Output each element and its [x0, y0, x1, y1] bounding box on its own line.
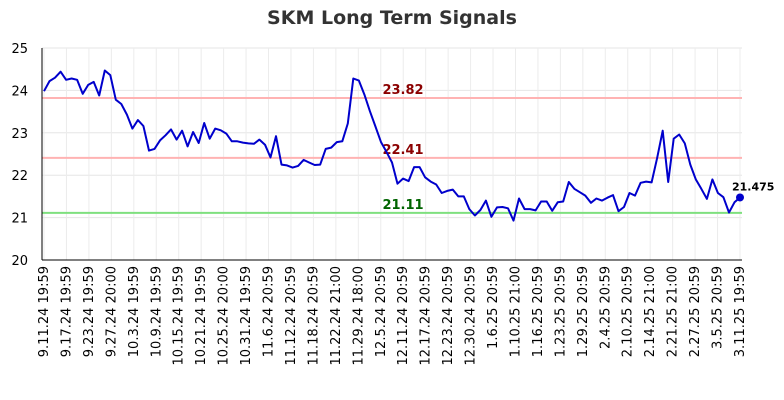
x-tick-label: 11.6.24 20:59 — [262, 266, 277, 357]
y-tick-labels: 20 21 22 23 24 25 — [11, 42, 28, 269]
y-tick-label: 24 — [11, 84, 28, 99]
x-tick-label: 10.9.24 19:59 — [149, 266, 164, 357]
x-tick-label: 1.6.25 20:59 — [486, 266, 501, 349]
last-value-point — [736, 193, 744, 202]
y-tick-label: 22 — [11, 169, 28, 184]
x-tick-label: 10.3.24 19:59 — [127, 266, 142, 357]
y-tick-label: 23 — [11, 127, 28, 142]
x-tick-label: 12.11.24 20:59 — [396, 266, 411, 366]
x-tick-labels: 9.11.24 19:59 9.17.24 19:59 9.23.24 19:59 9… — [37, 266, 748, 366]
last-value-label: 21.475 — [732, 180, 774, 193]
x-tick-label: 10.21.24 19:59 — [194, 266, 209, 366]
x-tick-label: 10.25.24 20:00 — [217, 266, 232, 366]
x-tick-label: 11.22.24 21:00 — [329, 266, 344, 366]
x-tick-label: 3.11.25 19:59 — [733, 266, 748, 357]
axes — [41, 48, 742, 261]
y-tick-label: 25 — [11, 42, 28, 57]
y-tick-label: 20 — [11, 254, 28, 269]
grid-lines — [42, 47, 742, 261]
x-tick-label: 11.18.24 20:59 — [306, 266, 321, 366]
y-tick-label: 21 — [11, 212, 28, 227]
x-tick-label: 2.21.25 21:00 — [666, 266, 681, 357]
x-tick-label: 12.17.24 20:59 — [419, 266, 434, 366]
reference-lines: 23.82 22.41 21.11 — [42, 83, 742, 214]
x-tick-label: 12.23.24 20:59 — [441, 266, 456, 366]
reference-line-label: 22.41 — [382, 143, 423, 158]
reference-line-label: 21.11 — [382, 198, 423, 213]
x-tick-label: 2.27.25 20:59 — [688, 266, 703, 357]
x-tick-label: 10.15.24 19:59 — [172, 266, 187, 366]
x-tick-label: 1.29.25 20:59 — [576, 266, 591, 357]
x-tick-label: 9.23.24 19:59 — [82, 266, 97, 357]
x-tick-label: 1.23.25 20:59 — [553, 266, 568, 357]
x-tick-label: 9.27.24 20:00 — [104, 266, 119, 357]
x-tick-label: 2.10.25 20:59 — [621, 266, 636, 357]
x-tick-label: 1.16.25 20:59 — [531, 266, 546, 357]
x-tick-label: 1.10.25 21:00 — [508, 266, 523, 357]
series: 21.475 — [43, 69, 774, 222]
x-tick-label: 12.30.24 20:59 — [464, 266, 479, 366]
reference-line-label: 23.82 — [382, 83, 423, 98]
x-tick-label: 12.5.24 20:59 — [374, 266, 389, 357]
price-line — [43, 69, 741, 222]
x-tick-label: 2.4.25 20:59 — [598, 266, 613, 349]
chart-title: SKM Long Term Signals — [267, 7, 517, 29]
x-tick-label: 9.11.24 19:59 — [37, 266, 52, 357]
x-tick-label: 10.31.24 19:59 — [239, 266, 254, 366]
x-tick-label: 2.14.25 21:00 — [643, 266, 658, 357]
x-tick-label: 3.5.25 20:59 — [711, 266, 726, 349]
x-tick-label: 11.12.24 20:59 — [284, 266, 299, 366]
x-tick-label: 11.29.24 18:00 — [351, 266, 366, 366]
x-tick-label: 9.17.24 19:59 — [59, 266, 74, 357]
